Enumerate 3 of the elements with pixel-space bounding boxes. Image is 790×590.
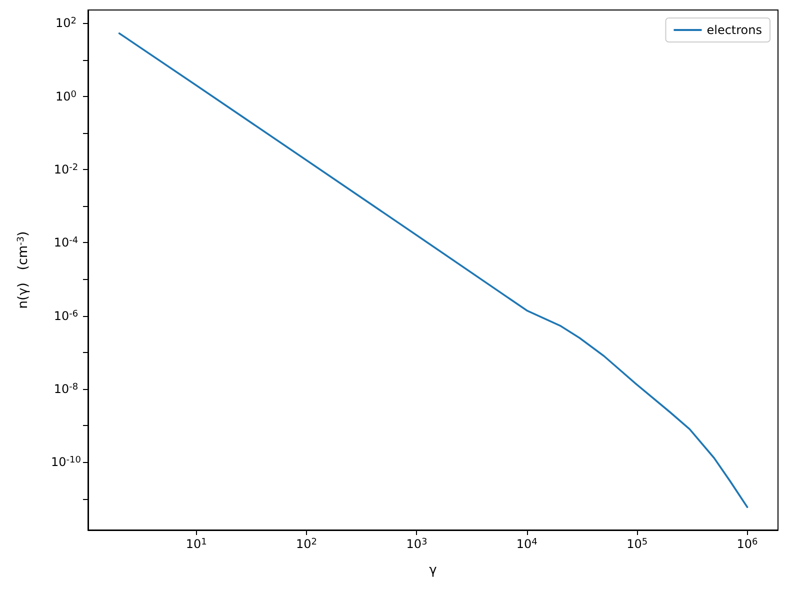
- y-axis-title: n(γ) (cm-3): [16, 231, 31, 309]
- x-axis-title: γ: [429, 563, 438, 578]
- legend-label: electrons: [706, 23, 762, 37]
